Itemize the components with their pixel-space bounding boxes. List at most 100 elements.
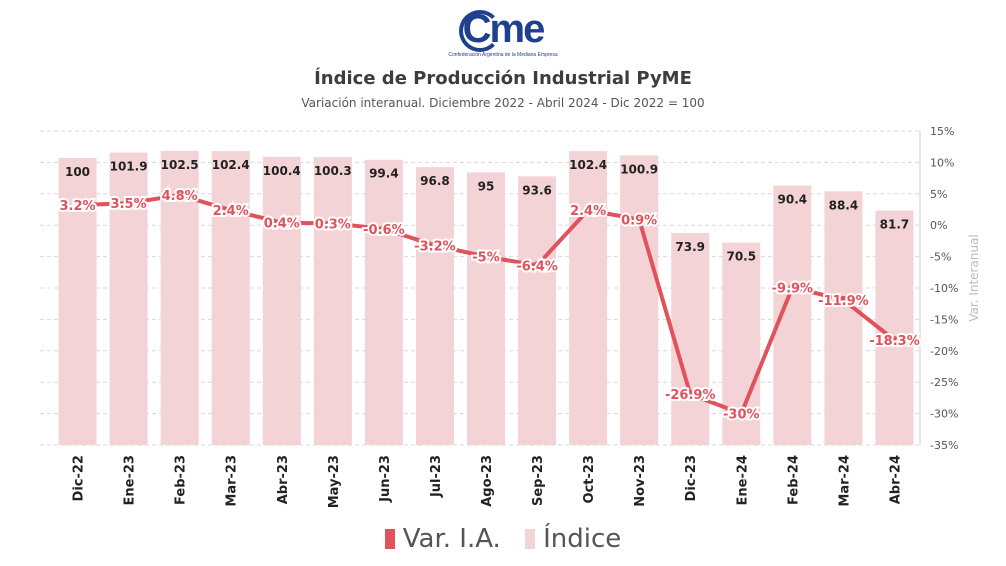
y2-tick-label: -10% [930, 282, 958, 295]
x-tick-label: Oct-23 [582, 455, 597, 503]
legend-item-indice[interactable]: Índice [525, 524, 621, 554]
legend-swatch-var [384, 529, 395, 549]
y2-tick-label: -20% [930, 345, 958, 358]
x-tick-label: Feb-24 [786, 455, 801, 505]
bar-value-label: 100.4 [263, 164, 301, 178]
bar-value-label: 96.8 [420, 174, 450, 188]
var-ia-label: -3.2% [414, 239, 455, 254]
legend-swatch-indice [525, 529, 536, 549]
x-tick-label: May-23 [327, 455, 342, 508]
var-ia-point-Sep-23 [533, 261, 542, 270]
cme-logo: Cme Confederación Argentina de la Median… [0, 8, 1006, 58]
legend-label-indice: Índice [543, 524, 622, 554]
bar-May-23 [313, 157, 352, 445]
var-ia-label: -5% [472, 251, 499, 266]
var-ia-point-May-23 [328, 219, 337, 228]
bar-value-label: 81.7 [880, 218, 910, 232]
x-tick-label: Feb-23 [174, 455, 189, 505]
x-tick-label: Mar-24 [837, 455, 852, 507]
bar-value-label: 70.5 [726, 250, 756, 264]
bar-value-label: 102.4 [569, 158, 607, 172]
x-tick-label: Nov-23 [633, 455, 648, 507]
y2-axis-title: Var. Interanual [967, 234, 981, 322]
bar-value-label: 102.5 [161, 158, 199, 172]
cme-logo-mark: Cme [458, 8, 545, 52]
var-ia-label: 0.4% [264, 217, 300, 232]
cme-logo-tagline: Confederación Argentina de la Mediana Em… [448, 52, 558, 58]
y2-tick-label: 15% [930, 125, 954, 138]
var-ia-point-Jul-23 [430, 241, 439, 250]
bar-Mar-23 [211, 151, 250, 445]
bar-value-label: 99.4 [369, 167, 399, 181]
bar-value-label: 102.4 [212, 158, 250, 172]
x-tick-label: Jun-23 [378, 455, 393, 503]
bar-Ago-23 [467, 172, 505, 445]
x-tick-label: Dic-22 [72, 455, 87, 501]
var-ia-label: -6.4% [516, 259, 557, 274]
var-ia-point-Feb-24 [788, 283, 797, 292]
x-tick-label: Ago-23 [480, 455, 495, 507]
var-ia-label: 2.4% [213, 204, 249, 219]
var-ia-point-Dic-23 [686, 390, 695, 399]
var-ia-point-Ago-23 [482, 252, 490, 261]
var-ia-point-Mar-23 [226, 206, 235, 215]
chart-subtitle: Variación interanual. Diciembre 2022 - A… [301, 96, 705, 110]
bar-value-label: 100 [65, 165, 90, 179]
legend-item-var[interactable]: Var. I.A. [384, 524, 501, 554]
var-ia-point-Abr-23 [277, 218, 286, 227]
var-ia-label: -11.9% [818, 294, 869, 309]
x-tick-label: Abr-23 [276, 455, 291, 504]
y2-tick-label: -15% [930, 313, 958, 326]
bar-value-label: 100.9 [620, 162, 658, 176]
y2-tick-label: -35% [930, 439, 958, 452]
y2-tick-label: 5% [930, 188, 947, 201]
x-tick-label: Ene-23 [123, 455, 138, 505]
bar-value-label: 90.4 [778, 193, 808, 207]
y2-tick-label: 10% [930, 156, 954, 169]
var-ia-point-Abr-24 [890, 336, 899, 345]
var-ia-label: 0.9% [621, 214, 657, 229]
chart-title: Índice de Producción Industrial PyME [314, 68, 692, 89]
y2-tick-label: -5% [930, 251, 951, 264]
var-ia-label: -18.3% [869, 334, 920, 349]
bar-value-label: 93.6 [522, 183, 552, 197]
var-ia-point-Feb-23 [175, 191, 184, 200]
bar-value-label: 73.9 [675, 240, 705, 254]
bar-value-label: 95 [478, 179, 495, 193]
var-ia-point-Ene-23 [124, 199, 133, 208]
var-ia-label: -0.6% [363, 223, 404, 238]
chart-legend: Var. I.A. Índice [0, 524, 1006, 556]
bar-Mar-24 [824, 191, 863, 445]
bar-Jul-23 [415, 167, 454, 445]
bar-value-label: 100.3 [314, 164, 352, 178]
var-ia-point-Mar-24 [839, 295, 848, 304]
bar-Sep-23 [518, 176, 557, 446]
var-ia-label: 2.4% [570, 204, 606, 219]
var-ia-point-Nov-23 [635, 215, 644, 224]
x-tick-label: Abr-24 [888, 455, 903, 504]
var-ia-point-Dic-22 [73, 201, 82, 210]
bar-Dic-23 [671, 232, 710, 445]
var-ia-label: 0.3% [315, 217, 351, 232]
var-ia-label: -9.9% [772, 281, 813, 296]
x-tick-label: Mar-23 [225, 455, 240, 507]
var-ia-label: 3.5% [111, 197, 147, 212]
y2-tick-label: -25% [930, 376, 958, 389]
x-tick-label: Sep-23 [531, 455, 546, 506]
var-ia-point-Ene-24 [737, 409, 746, 418]
bar-value-label: 101.9 [110, 160, 148, 174]
x-tick-label: Ene-24 [735, 455, 750, 505]
legend-label-var: Var. I.A. [402, 524, 501, 554]
bar-Abr-23 [262, 156, 301, 446]
y2-tick-label: 0% [930, 219, 947, 232]
y2-tick-label: -30% [930, 408, 958, 421]
var-ia-label: 3.2% [59, 199, 95, 214]
var-ia-label: -26.9% [665, 388, 716, 403]
var-ia-label: 4.8% [162, 189, 198, 204]
var-ia-point-Jun-23 [379, 224, 388, 233]
bar-Jun-23 [364, 159, 403, 446]
bar-Nov-23 [620, 155, 659, 446]
x-tick-label: Dic-23 [684, 455, 699, 501]
var-ia-label: -30% [723, 408, 760, 423]
